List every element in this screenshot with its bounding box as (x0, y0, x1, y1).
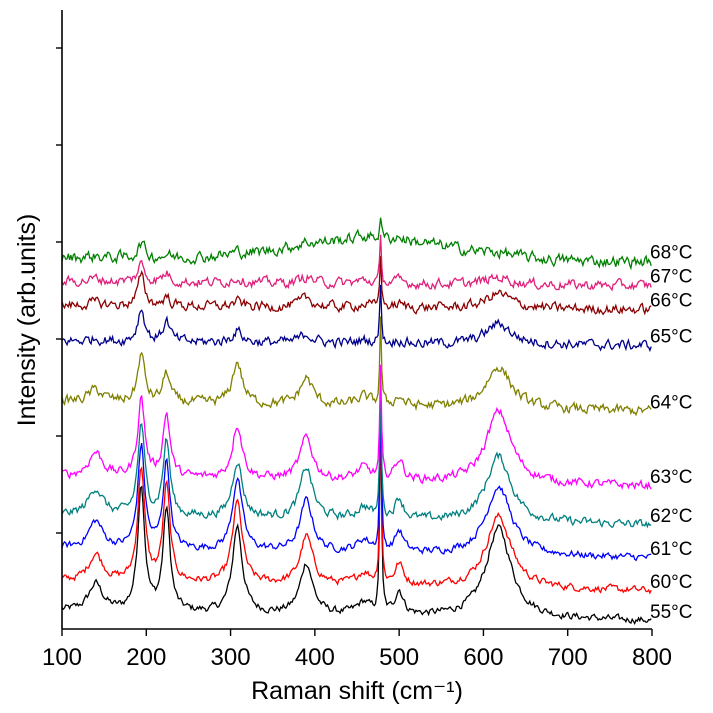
series-layer (61, 217, 652, 626)
x-tick-label: 400 (295, 644, 335, 671)
series-line (61, 364, 652, 491)
series-labels: 55°C 60°C 61°C 62°C 63°C 64°C 65°C 66°C 67°C 68°C (650, 243, 692, 623)
series-label: 68°C (650, 243, 692, 264)
series-label: 60°C (650, 572, 692, 593)
series-line (61, 401, 652, 626)
series-line (61, 316, 652, 417)
x-axis-title: Raman shift (cm⁻¹) (251, 677, 463, 705)
x-tick-label: 800 (632, 644, 672, 671)
series-label: 62°C (650, 506, 692, 527)
x-tick-label: 700 (548, 644, 588, 671)
series-label: 61°C (650, 539, 692, 560)
y-ticks (56, 47, 62, 534)
x-tick-label: 500 (379, 644, 419, 671)
series-line (61, 400, 652, 562)
series-line (61, 403, 652, 595)
series-label: 67°C (650, 267, 692, 288)
y-axis-title: Intensity (arb.units) (13, 214, 41, 427)
x-tick-label: 300 (211, 644, 251, 671)
x-tick-label: 100 (42, 644, 82, 671)
axes: 100 200 300 400 500 600 700 800 (42, 10, 672, 671)
series-label: 65°C (650, 326, 692, 347)
series-label: 63°C (650, 467, 692, 488)
series-line (61, 284, 652, 353)
series-line (61, 234, 652, 292)
series-label: 55°C (650, 602, 692, 623)
series-line (61, 217, 652, 271)
series-line (61, 386, 652, 529)
x-tick-label: 200 (126, 644, 166, 671)
series-label: 64°C (650, 392, 692, 413)
series-label: 66°C (650, 291, 692, 312)
x-ticks: 100 200 300 400 500 600 700 800 (42, 629, 672, 671)
series-line (61, 255, 652, 316)
x-tick-label: 600 (463, 644, 503, 671)
